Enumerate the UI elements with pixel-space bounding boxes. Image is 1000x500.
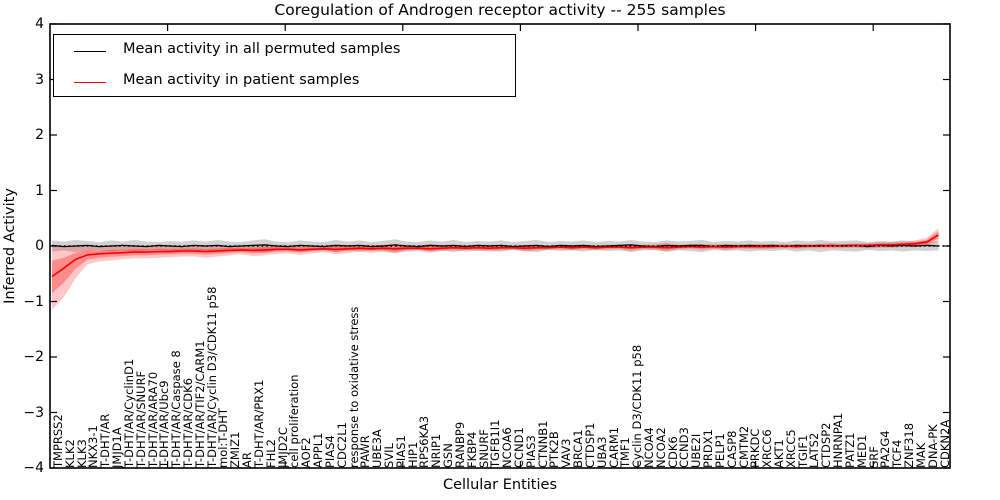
legend-item-permuted: Mean activity in all permuted samples: [54, 38, 515, 66]
patient-confidence-band-inner: [52, 231, 939, 294]
y-tick-label: −2: [23, 349, 44, 365]
patient-confidence-band-outer: [52, 228, 939, 310]
chart-title: Coregulation of Androgen receptor activi…: [274, 1, 726, 19]
legend-label-permuted: Mean activity in all permuted samples: [123, 41, 401, 57]
legend-label-patient: Mean activity in patient samples: [123, 72, 360, 88]
legend-line-patient-swatch: [74, 82, 106, 83]
y-tick-label: 1: [35, 182, 44, 199]
y-tick-label: −4: [23, 460, 44, 476]
y-tick-label: 0: [35, 238, 44, 254]
legend-line-permuted-swatch: [74, 51, 106, 52]
y-tick-label: −3: [23, 404, 44, 421]
plot-frame: [49, 23, 951, 469]
y-tick-label: −1: [23, 293, 44, 310]
y-tick-label: 3: [35, 71, 44, 88]
x-axis-label: Cellular Entities: [442, 477, 558, 493]
y-tick-label: 4: [35, 16, 44, 32]
y-tick-label: 2: [35, 127, 44, 143]
legend-box: Mean activity in all permuted samples Me…: [53, 34, 516, 97]
legend-item-patient: Mean activity in patient samples: [54, 69, 515, 97]
